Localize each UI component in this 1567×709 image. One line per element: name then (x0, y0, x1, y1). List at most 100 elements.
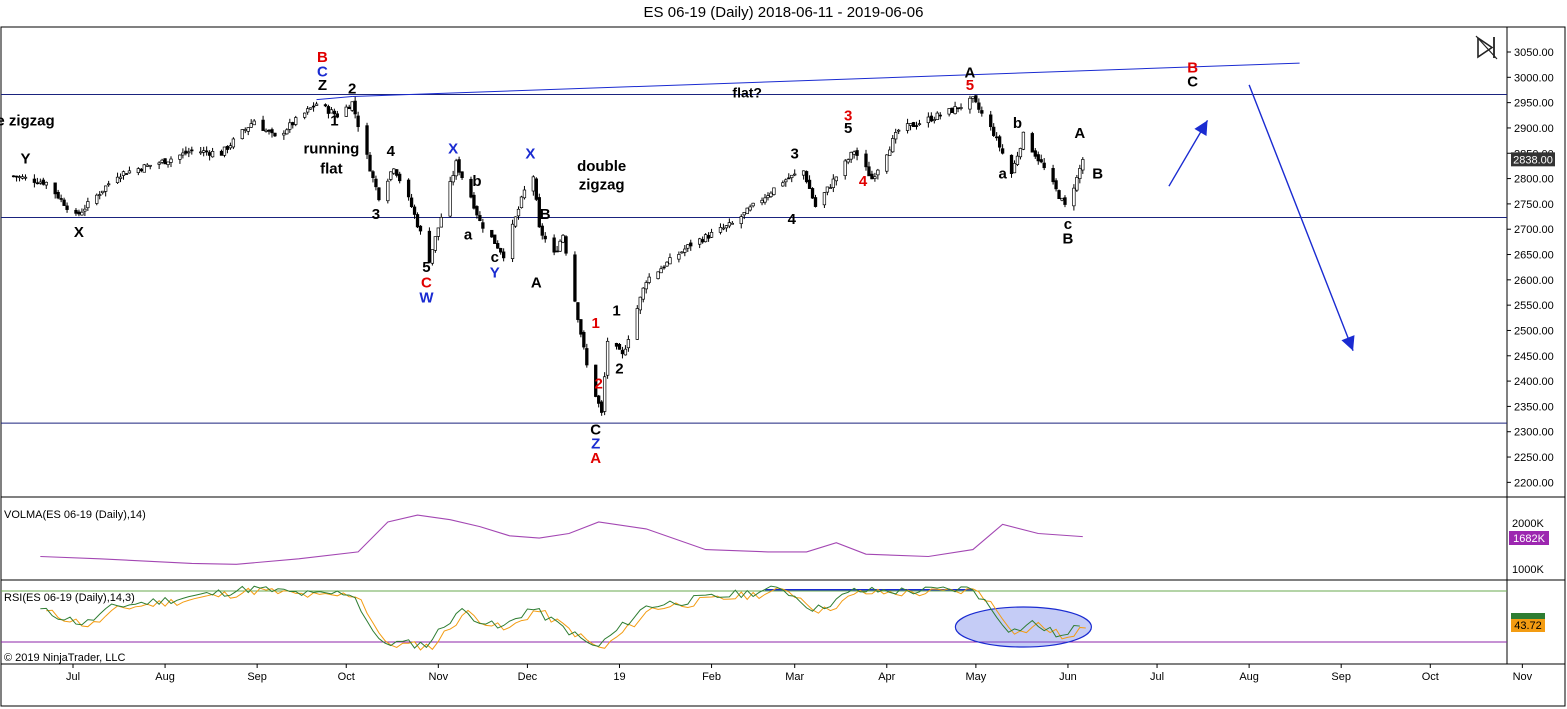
wave-label: 2 (348, 81, 356, 98)
candle-body (870, 173, 874, 180)
time-tick-label: Dec (518, 671, 538, 683)
candle-body (395, 169, 399, 176)
time-tick-label: Oct (1422, 671, 1439, 683)
wave-label: b (1013, 115, 1022, 132)
candle-body (222, 146, 227, 156)
candle-body (118, 176, 123, 179)
candle-body (897, 129, 901, 132)
candle-body (347, 106, 351, 110)
candle-body (543, 235, 547, 240)
candle-body (311, 105, 316, 108)
candle-body (950, 107, 954, 114)
candle-body (873, 176, 877, 179)
candle-body (1015, 155, 1020, 165)
candle-body (282, 132, 286, 136)
price-tick-label: 2550.00 (1514, 300, 1554, 312)
wave-label: double (577, 158, 626, 175)
wave-label: B (1092, 166, 1103, 183)
candle-body (914, 125, 919, 127)
candle-body (804, 171, 809, 183)
wave-label: C (421, 274, 432, 291)
rsi-highlight-ellipse (954, 606, 1093, 648)
price-axis: 3050.003000.002950.002900.002850.002800.… (1507, 47, 1554, 489)
candle-body (121, 171, 126, 176)
candle-body (974, 95, 978, 103)
wave-label: c (491, 249, 499, 266)
wave-label: A (531, 274, 542, 291)
price-tick-label: 2400.00 (1514, 376, 1554, 388)
trendline-line (352, 62, 1300, 98)
candle-body (23, 176, 28, 179)
price-tick-label: 3050.00 (1514, 47, 1554, 59)
candle-body (742, 212, 746, 216)
wave-label: Y (490, 264, 500, 281)
candle-body (371, 171, 375, 179)
candle-body (926, 116, 931, 124)
time-tick-label: Aug (1239, 671, 1259, 683)
candle-body (65, 205, 69, 210)
candle-body (573, 254, 577, 302)
candle-body (104, 185, 108, 192)
time-tick-label: Jul (66, 671, 80, 683)
candle-body (178, 154, 182, 160)
candle-body (499, 247, 503, 253)
candle-body (469, 178, 473, 198)
candle-body (784, 179, 788, 183)
copyright: © 2019 NinjaTrader, LLC (4, 652, 125, 664)
skip-to-end-icon[interactable] (1475, 35, 1498, 60)
candle-body (240, 129, 244, 140)
candle-body (763, 197, 767, 203)
candle-body (659, 268, 663, 274)
candle-body (787, 177, 791, 180)
candle-body (1081, 159, 1085, 171)
rsi-signal-line (46, 587, 1086, 651)
candle-body (1033, 150, 1037, 157)
candle-body (938, 114, 942, 117)
candle-body (822, 192, 827, 206)
candle-body (160, 159, 164, 163)
candle-body (977, 102, 981, 110)
candle-body (698, 238, 702, 245)
candle-body (537, 197, 541, 228)
candle-body (852, 151, 856, 155)
wave-label: B (1187, 59, 1198, 76)
candle-body (864, 153, 868, 168)
candle-body (80, 211, 84, 216)
candle-body (472, 194, 476, 209)
candle-body (721, 227, 726, 230)
candle-body (689, 242, 693, 247)
candle-body (1060, 197, 1064, 201)
candle-body (392, 168, 396, 174)
candle-body (187, 151, 191, 154)
time-tick-label: Aug (155, 671, 175, 683)
candle-body (683, 248, 687, 253)
candle-body (1078, 168, 1082, 180)
candle-body (534, 178, 538, 200)
candle-body (600, 401, 604, 413)
candle-body (225, 146, 230, 150)
candle-body (451, 175, 455, 183)
candle-body (843, 160, 847, 176)
candle-body (745, 207, 749, 215)
candle-body (305, 108, 310, 113)
volma-tick-2000k: 2000K (1512, 518, 1544, 530)
candle-body (623, 348, 628, 356)
wave-label: 3 (372, 206, 380, 223)
candle-body (626, 339, 631, 349)
candle-body (959, 107, 963, 109)
candle-body (706, 235, 711, 239)
candle-body (20, 176, 25, 179)
candle-body (115, 176, 120, 184)
chart-title: ES 06-19 (Daily) 2018-06-11 - 2019-06-06 (643, 4, 924, 21)
candle-body (389, 171, 393, 180)
wave-label: running (303, 140, 359, 157)
horizontal-level-lines (1, 94, 1507, 424)
candle-body (124, 173, 129, 175)
candle-body (992, 126, 996, 136)
candle-body (772, 187, 776, 195)
time-tick-label: Feb (702, 671, 721, 683)
candle-body (95, 194, 99, 204)
candle-body (350, 101, 354, 111)
candle-body (989, 114, 993, 128)
